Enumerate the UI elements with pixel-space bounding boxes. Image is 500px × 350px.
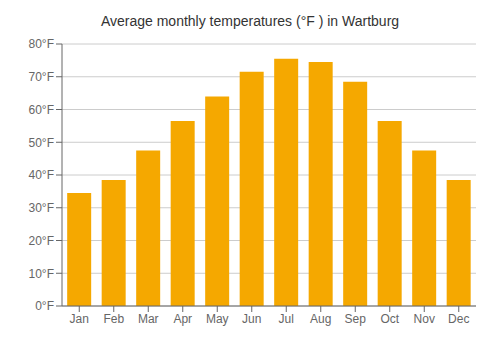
- svg-text:Jun: Jun: [242, 312, 261, 326]
- svg-text:Nov: Nov: [414, 312, 435, 326]
- svg-text:Sep: Sep: [345, 312, 367, 326]
- svg-text:0°F: 0°F: [35, 299, 54, 313]
- svg-text:Jul: Jul: [279, 312, 294, 326]
- svg-text:Apr: Apr: [173, 312, 192, 326]
- svg-text:70°F: 70°F: [29, 70, 54, 84]
- svg-text:50°F: 50°F: [29, 136, 54, 150]
- svg-text:Dec: Dec: [448, 312, 469, 326]
- html-text:Average monthly temperatures (: Average monthly temperatures (°F ) in Wa…: [100, 13, 400, 29]
- svg-text:20°F: 20°F: [29, 234, 54, 248]
- svg-text:Feb: Feb: [103, 312, 124, 326]
- svg-text:40°F: 40°F: [29, 168, 54, 182]
- svg-text:30°F: 30°F: [29, 201, 54, 215]
- svg-text:Mar: Mar: [138, 312, 159, 326]
- svg-text:Jan: Jan: [70, 312, 89, 326]
- svg-text:60°F: 60°F: [29, 103, 54, 117]
- svg-text:80°F: 80°F: [29, 37, 54, 51]
- svg-text:Aug: Aug: [310, 312, 331, 326]
- svg-text:May: May: [206, 312, 229, 326]
- svg-text:10°F: 10°F: [29, 267, 54, 281]
- svg-text:Oct: Oct: [380, 312, 399, 326]
